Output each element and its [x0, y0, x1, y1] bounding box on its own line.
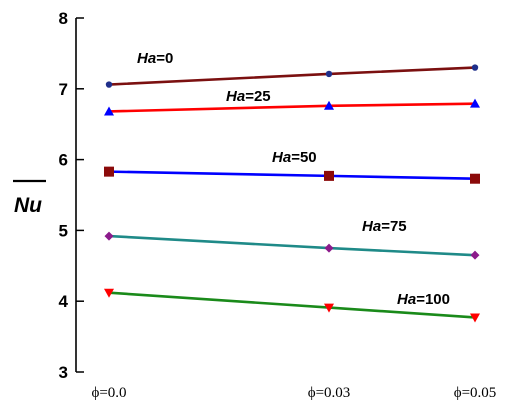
y-tick-label: 4	[59, 292, 69, 311]
data-point	[324, 303, 334, 313]
series-line-ha-50	[108, 170, 476, 181]
y-tick-label: 3	[59, 363, 68, 382]
data-point	[470, 313, 480, 323]
data-point	[471, 64, 479, 71]
data-point	[105, 81, 113, 88]
series-lines	[108, 66, 476, 319]
y-axis-label: Nu	[14, 194, 42, 217]
data-point	[104, 106, 114, 116]
series-label: Ha=50	[272, 149, 317, 166]
data-point	[470, 250, 480, 260]
y-tick-label: 8	[59, 9, 68, 28]
series-line-ha-0	[108, 66, 476, 86]
series-label: Ha=0	[137, 50, 173, 67]
y-tick-label: 7	[59, 80, 68, 99]
data-point	[104, 231, 114, 241]
series-annotations: Ha=0 Ha=25 Ha=50 Ha=75 Ha=100	[137, 50, 450, 308]
series-line-ha-25	[108, 102, 476, 113]
data-point	[324, 100, 334, 110]
y-ticks: 3 4 5 6 7 8	[59, 9, 84, 382]
series-label: Ha=75	[362, 218, 407, 235]
data-point	[470, 98, 480, 108]
series-label: Ha=25	[226, 88, 271, 105]
data-point	[325, 70, 333, 78]
data-point	[324, 243, 334, 253]
data-point	[104, 288, 114, 298]
x-ticks: ϕ=0.0 ϕ=0.03 ϕ=0.05	[91, 385, 496, 401]
data-point	[324, 170, 334, 181]
y-axis-title: Nu	[13, 179, 46, 217]
series-label: Ha=100	[397, 291, 450, 308]
y-tick-label: 6	[59, 151, 68, 170]
data-point	[104, 166, 114, 177]
x-tick-label: ϕ=0.03	[308, 385, 351, 401]
x-tick-label: ϕ=0.05	[454, 385, 497, 401]
y-tick-label: 5	[59, 221, 68, 240]
series-line-ha-75	[108, 234, 476, 257]
series-markers	[104, 64, 480, 323]
x-tick-label: ϕ=0.0	[91, 385, 126, 401]
data-point	[470, 173, 480, 184]
